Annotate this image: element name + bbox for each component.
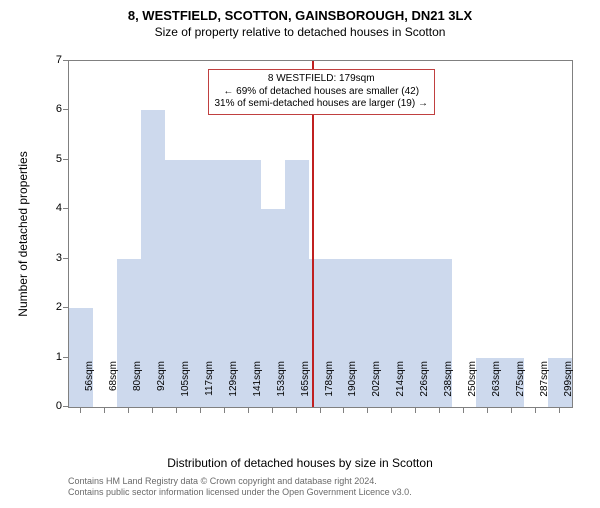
x-tick-mark (128, 408, 129, 413)
footer-line-2: Contains public sector information licen… (68, 487, 412, 498)
x-tick-label: 190sqm (347, 361, 358, 411)
annotation-line: ← 69% of detached houses are smaller (42… (215, 86, 428, 99)
x-axis-label: Distribution of detached houses by size … (0, 456, 600, 470)
chart-footer: Contains HM Land Registry data © Crown c… (68, 476, 412, 499)
y-tick-label: 2 (32, 301, 62, 313)
x-tick-mark (439, 408, 440, 413)
x-tick-mark (367, 408, 368, 413)
x-tick-mark (104, 408, 105, 413)
x-tick-label: 275sqm (515, 361, 526, 411)
y-tick-label: 1 (32, 351, 62, 363)
x-tick-mark (511, 408, 512, 413)
y-tick-label: 4 (32, 202, 62, 214)
x-tick-mark (224, 408, 225, 413)
x-tick-label: 153sqm (276, 361, 287, 411)
x-tick-label: 214sqm (395, 361, 406, 411)
plot-inner: 8 WESTFIELD: 179sqm← 69% of detached hou… (69, 61, 572, 407)
x-tick-label: 68sqm (108, 361, 119, 411)
annotation-line: 8 WESTFIELD: 179sqm (215, 73, 428, 86)
x-tick-label: 92sqm (156, 361, 167, 411)
x-tick-label: 129sqm (228, 361, 239, 411)
x-tick-mark (487, 408, 488, 413)
x-tick-mark (200, 408, 201, 413)
x-tick-mark (296, 408, 297, 413)
x-tick-mark (176, 408, 177, 413)
x-tick-mark (535, 408, 536, 413)
x-tick-label: 178sqm (324, 361, 335, 411)
y-tick-label: 5 (32, 153, 62, 165)
x-tick-mark (415, 408, 416, 413)
x-tick-mark (559, 408, 560, 413)
y-tick-label: 6 (32, 103, 62, 115)
annotation-box: 8 WESTFIELD: 179sqm← 69% of detached hou… (208, 69, 435, 115)
chart-title-sub: Size of property relative to detached ho… (0, 25, 600, 39)
x-tick-mark (248, 408, 249, 413)
y-tick-label: 3 (32, 252, 62, 264)
x-tick-label: 299sqm (563, 361, 574, 411)
x-tick-mark (320, 408, 321, 413)
x-tick-mark (272, 408, 273, 413)
x-tick-mark (391, 408, 392, 413)
x-tick-label: 250sqm (467, 361, 478, 411)
y-tick-label: 7 (32, 54, 62, 66)
x-tick-label: 141sqm (252, 361, 263, 411)
x-tick-mark (80, 408, 81, 413)
x-tick-label: 202sqm (371, 361, 382, 411)
x-tick-label: 287sqm (539, 361, 550, 411)
y-tick-label: 0 (32, 400, 62, 412)
x-tick-label: 263sqm (491, 361, 502, 411)
footer-line-1: Contains HM Land Registry data © Crown c… (68, 476, 412, 487)
x-tick-label: 165sqm (300, 361, 311, 411)
annotation-line: 31% of semi-detached houses are larger (… (215, 98, 428, 111)
x-tick-mark (152, 408, 153, 413)
x-tick-label: 80sqm (132, 361, 143, 411)
x-tick-label: 117sqm (204, 361, 215, 411)
x-tick-label: 238sqm (443, 361, 454, 411)
chart-plot-area: 8 WESTFIELD: 179sqm← 69% of detached hou… (68, 60, 573, 408)
y-axis-label: Number of detached properties (16, 151, 30, 316)
x-tick-mark (463, 408, 464, 413)
x-tick-label: 105sqm (180, 361, 191, 411)
x-tick-mark (343, 408, 344, 413)
x-tick-label: 226sqm (419, 361, 430, 411)
chart-title-main: 8, WESTFIELD, SCOTTON, GAINSBOROUGH, DN2… (0, 8, 600, 23)
x-tick-label: 56sqm (84, 361, 95, 411)
